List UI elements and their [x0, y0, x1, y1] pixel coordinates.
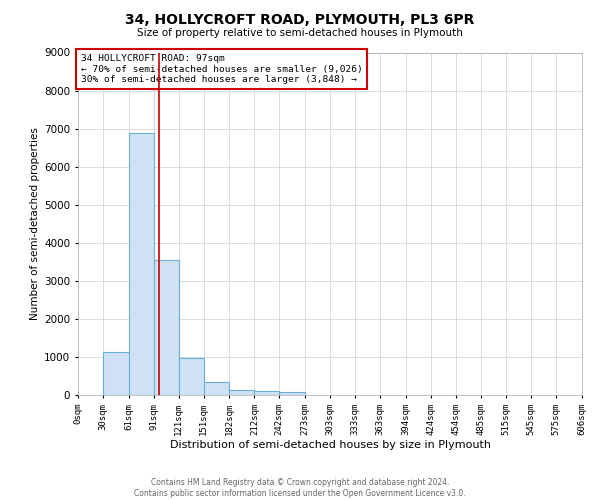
Bar: [179, 358, 203, 395]
Bar: [279, 392, 305, 395]
Bar: [103, 352, 129, 395]
Bar: [254, 391, 279, 395]
X-axis label: Distribution of semi-detached houses by size in Plymouth: Distribution of semi-detached houses by …: [170, 440, 491, 450]
Text: 34, HOLLYCROFT ROAD, PLYMOUTH, PL3 6PR: 34, HOLLYCROFT ROAD, PLYMOUTH, PL3 6PR: [125, 12, 475, 26]
Bar: [229, 390, 254, 395]
Text: Contains HM Land Registry data © Crown copyright and database right 2024.
Contai: Contains HM Land Registry data © Crown c…: [134, 478, 466, 498]
Bar: [154, 260, 179, 395]
Text: Size of property relative to semi-detached houses in Plymouth: Size of property relative to semi-detach…: [137, 28, 463, 38]
Y-axis label: Number of semi-detached properties: Number of semi-detached properties: [30, 128, 40, 320]
Bar: [129, 133, 154, 395]
Bar: [203, 382, 229, 395]
Text: 34 HOLLYCROFT ROAD: 97sqm
← 70% of semi-detached houses are smaller (9,026)
30% : 34 HOLLYCROFT ROAD: 97sqm ← 70% of semi-…: [80, 54, 362, 84]
